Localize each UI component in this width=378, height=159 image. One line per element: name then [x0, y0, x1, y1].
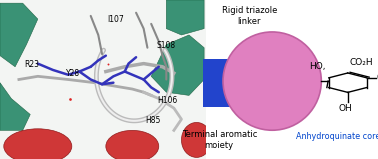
Text: OH: OH — [377, 73, 378, 82]
Text: R23: R23 — [25, 60, 40, 69]
Bar — [206, 0, 378, 159]
Text: CO₂H: CO₂H — [350, 58, 373, 67]
Text: Terminal aromatic
moiety: Terminal aromatic moiety — [181, 130, 257, 150]
Text: Y28: Y28 — [66, 69, 80, 78]
Text: Rigid triazole
linker: Rigid triazole linker — [222, 6, 277, 26]
Text: H106: H106 — [157, 97, 177, 105]
Polygon shape — [166, 0, 204, 35]
Ellipse shape — [4, 129, 72, 159]
Bar — [0, 0, 206, 159]
Text: I107: I107 — [108, 15, 124, 24]
Ellipse shape — [106, 130, 159, 159]
Polygon shape — [0, 83, 30, 130]
Text: S108: S108 — [157, 41, 176, 50]
Text: OH: OH — [339, 104, 353, 113]
Polygon shape — [0, 3, 38, 67]
Text: HO,: HO, — [309, 62, 326, 72]
Ellipse shape — [223, 32, 321, 130]
Text: Anhydroquinate core: Anhydroquinate core — [296, 132, 378, 141]
Ellipse shape — [181, 122, 212, 157]
Polygon shape — [151, 35, 204, 95]
Bar — [203, 59, 231, 107]
Text: H85: H85 — [146, 116, 161, 124]
